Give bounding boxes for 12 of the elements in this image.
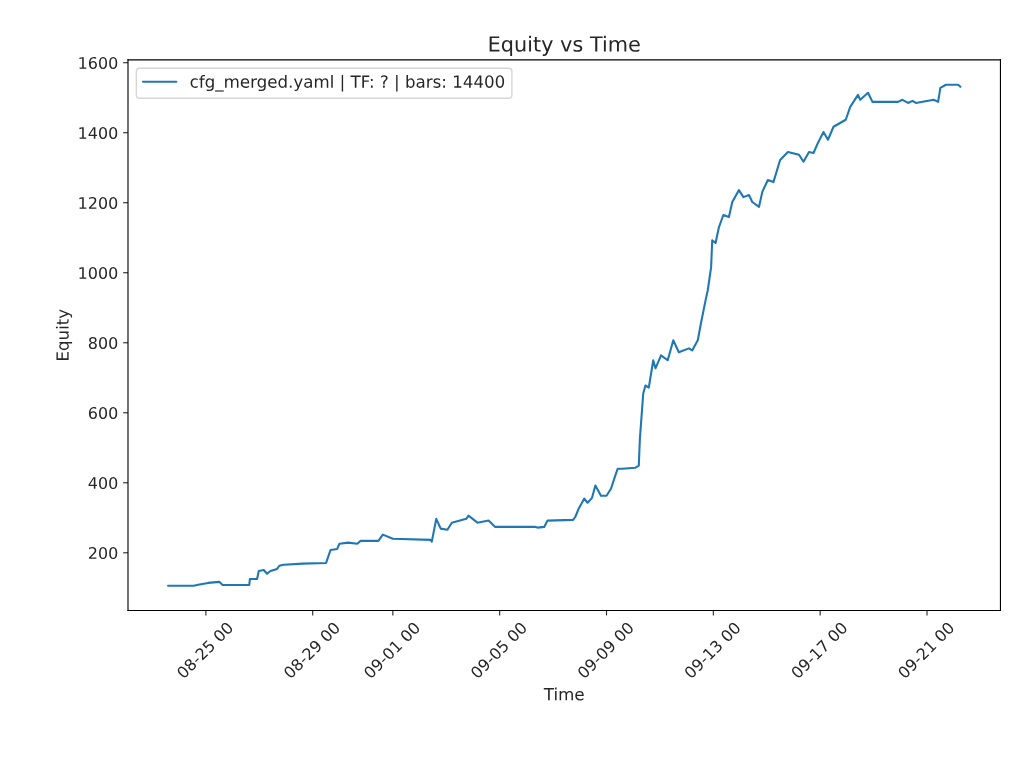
y-axis-title: Equity [55, 309, 73, 360]
y-tick-label: 1000 [79, 266, 118, 280]
y-tick-label: 600 [88, 406, 118, 420]
y-tick-label: 400 [88, 477, 118, 490]
y-tick-label: 1400 [79, 126, 118, 140]
y-tick-label: 1200 [79, 196, 118, 210]
y-tick-label: 1600 [79, 56, 118, 69]
legend-label: cfg_merged.yaml | TF: ? | bars: 14400 [190, 74, 505, 92]
y-tick-label: 800 [88, 336, 118, 350]
y-tick-label: 200 [88, 547, 118, 560]
chart-title: Equity vs Time [489, 35, 640, 56]
x-axis-title: Time [543, 687, 584, 701]
